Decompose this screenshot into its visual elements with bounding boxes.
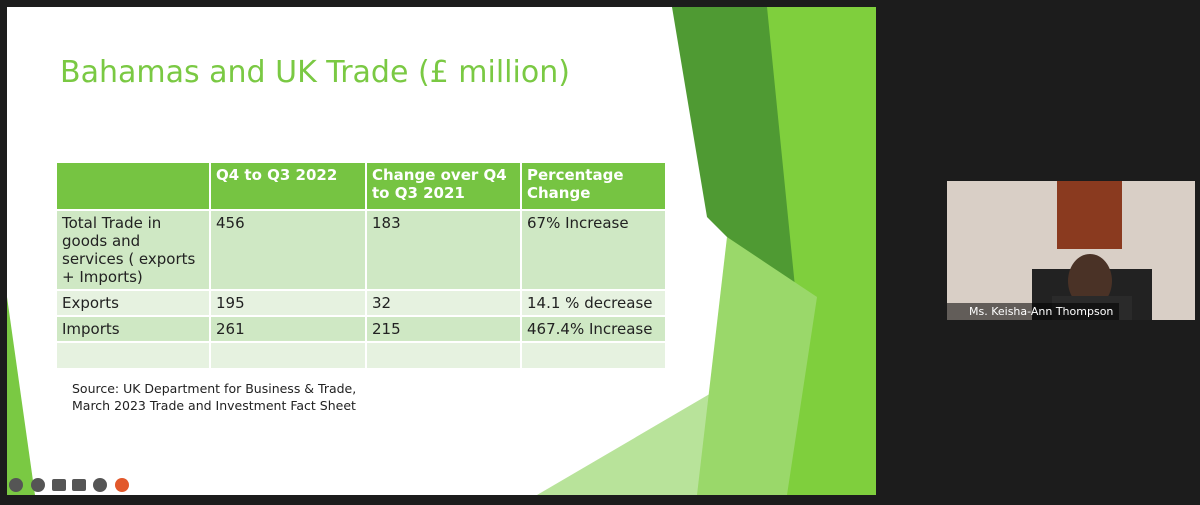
table-cell: 456: [209, 209, 367, 291]
table-cell: 67% Increase: [520, 209, 667, 291]
header-cell: [55, 161, 211, 211]
table-cell: [365, 341, 522, 370]
more-button[interactable]: [93, 478, 107, 492]
cc-button[interactable]: [52, 479, 66, 491]
video-frame: [1032, 181, 1152, 320]
table-row: Total Trade in goods and services ( expo…: [55, 209, 667, 291]
table-cell: 261: [209, 315, 367, 343]
table-cell: Exports: [55, 289, 211, 317]
table-cell: 183: [365, 209, 522, 291]
toolbar: [9, 478, 129, 492]
table-cell: 195: [209, 289, 367, 317]
empty-row: [55, 341, 667, 370]
table-row: Exports 195 32 14.1 % decrease: [55, 289, 667, 317]
person: [1068, 254, 1112, 308]
pen-button[interactable]: [31, 478, 45, 492]
header-cell: Percentage Change: [520, 161, 667, 211]
shape: [697, 237, 817, 495]
table-cell: 32: [365, 289, 522, 317]
shape: [672, 7, 797, 307]
trade-table: Q4 to Q3 2022 Change over Q4 to Q3 2021 …: [55, 161, 667, 370]
participant-video[interactable]: Ms. Keisha-Ann Thompson: [947, 181, 1195, 320]
header-row: Q4 to Q3 2022 Change over Q4 to Q3 2021 …: [55, 161, 667, 211]
video-button[interactable]: [72, 479, 86, 491]
table-cell: 467.4% Increase: [520, 315, 667, 343]
table-body: Total Trade in goods and services ( expo…: [55, 209, 667, 370]
table-cell: Imports: [55, 315, 211, 343]
source-note: Source: UK Department for Business & Tra…: [72, 381, 357, 413]
table-cell: [55, 341, 211, 370]
shape: [7, 297, 35, 495]
slide-title: Bahamas and UK Trade (£ million): [60, 55, 570, 90]
painting: [1057, 181, 1122, 249]
header-cell: Q4 to Q3 2022: [209, 161, 367, 211]
participant-name: Ms. Keisha-Ann Thompson: [947, 303, 1120, 320]
table-cell: [209, 341, 367, 370]
table-cell: 14.1 % decrease: [520, 289, 667, 317]
table-row: Imports 261 215 467.4% Increase: [55, 315, 667, 343]
table-cell: Total Trade in goods and services ( expo…: [55, 209, 211, 291]
back-button[interactable]: [9, 478, 23, 492]
exit-button[interactable]: [115, 478, 129, 492]
table-cell: 215: [365, 315, 522, 343]
table-cell: [520, 341, 667, 370]
slide-decoration: [7, 7, 876, 495]
header-cell: Change over Q4 to Q3 2021: [365, 161, 522, 211]
slide: Bahamas and UK Trade (£ million) Q4 to Q…: [7, 7, 876, 495]
